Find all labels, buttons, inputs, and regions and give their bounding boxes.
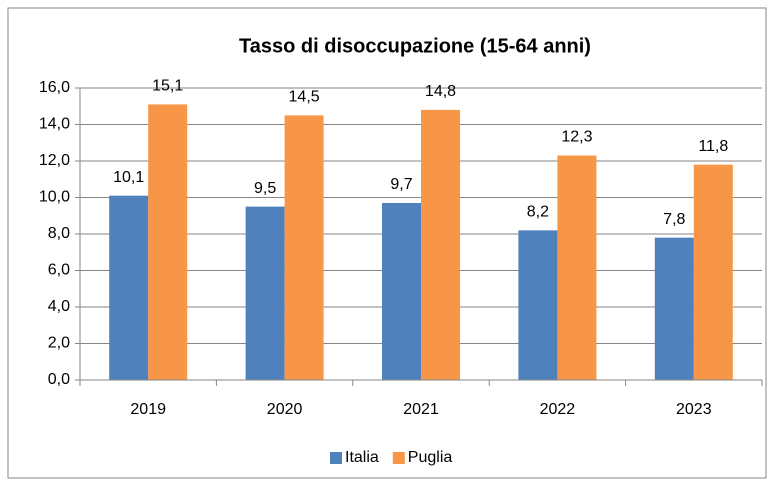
data-label: 9,7 [390,176,412,193]
data-label: 14,5 [289,89,320,106]
legend-swatch [330,452,342,464]
y-tick-label: 4,0 [48,298,70,315]
y-tick-label: 8,0 [48,225,70,242]
bar [245,206,285,380]
bar [382,202,421,380]
legend-swatch [392,452,405,464]
x-tick-label: 2021 [403,401,439,418]
data-label: 14,8 [425,83,456,100]
x-tick-label: 2023 [676,401,712,418]
bar [518,230,558,380]
data-label: 8,2 [527,204,549,221]
bar [654,237,694,380]
data-label: 10,1 [113,169,144,186]
y-tick-label: 0,0 [48,371,70,388]
bar [693,164,733,380]
y-tick-label: 12,0 [39,152,70,169]
bar [109,195,149,380]
legend-label: Italia [345,449,379,466]
y-tick-label: 2,0 [48,335,70,352]
x-tick-label: 2019 [130,401,166,418]
bar [557,155,597,380]
bar [148,104,188,381]
y-tick-label: 14,0 [39,116,70,133]
bar [421,109,460,381]
bar [284,115,324,380]
data-label: 15,1 [152,78,183,95]
data-label: 7,8 [663,211,685,228]
data-label: 11,8 [698,138,728,155]
data-label: 12,3 [561,129,592,146]
y-tick-label: 6,0 [48,262,70,279]
y-tick-label: 16,0 [39,79,70,96]
legend-label: Puglia [408,449,453,466]
x-tick-label: 2020 [267,401,303,418]
y-tick-label: 10,0 [39,189,70,206]
data-label: 9,5 [254,180,276,197]
chart-title: Tasso di disoccupazione (15-64 anni) [239,35,591,57]
x-tick-label: 2022 [540,401,576,418]
